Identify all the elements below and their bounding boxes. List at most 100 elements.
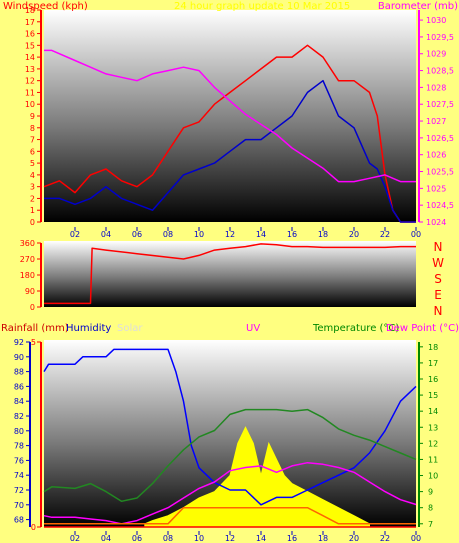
rain-tick-label: 0 (31, 523, 36, 532)
humidity-tick-label: 76 (14, 456, 24, 465)
barometer-tick-label: 1027 (426, 117, 446, 126)
climate-series-1-line (43, 408, 417, 503)
windspeed-tick-label: 7 (30, 136, 35, 145)
climate-hour-tick-label: 14 (256, 534, 266, 543)
barometer-axis-label: Barometer (mb) (378, 1, 458, 12)
compass-label: N (434, 240, 443, 254)
barometer-tick-label: 1025,5 (426, 168, 454, 177)
barometer-tick-label: 1029,5 (426, 33, 454, 42)
climate-hour-tick-label: 04 (101, 534, 111, 543)
windspeed-tick-label: 10 (25, 100, 35, 109)
climate-series-3-area (144, 426, 370, 528)
barometer-tick-label: 1026,5 (426, 134, 454, 143)
windspeed-tick-label: 1 (30, 206, 35, 215)
humidity-tick-label: 82 (14, 412, 24, 421)
windspeed-tick-label: 9 (30, 112, 35, 121)
temperature-tick-label: 16 (428, 375, 438, 384)
windspeed-tick-label: 14 (25, 53, 35, 62)
wind-hour-tick-label: 04 (101, 230, 111, 239)
windspeed-tick-label: 16 (25, 30, 35, 39)
compass-label: W (432, 256, 444, 270)
rain-tick-label: 5 (31, 338, 36, 347)
uv-axis-label: UV (246, 323, 260, 334)
temperature-tick-label: 15 (428, 391, 438, 400)
solar-axis-label: Solar (117, 323, 143, 334)
windspeed-tick-label: 5 (30, 159, 35, 168)
humidity-tick-label: 88 (14, 368, 24, 377)
humidity-tick-label: 74 (14, 471, 24, 480)
direction-tick-label: 90 (25, 287, 35, 296)
compass-label: E (434, 288, 442, 302)
windspeed-tick-label: 15 (25, 41, 35, 50)
climate-series-4-line (44, 506, 416, 525)
temperature-tick-label: 7 (428, 520, 433, 529)
humidity-tick-label: 92 (14, 338, 24, 347)
barometer-tick-label: 1024,5 (426, 201, 454, 210)
climate-hour-tick-label: 20 (349, 534, 359, 543)
humidity-tick-label: 70 (14, 501, 24, 510)
barometer-tick-label: 1027,5 (426, 100, 454, 109)
windspeed-tick-label: 8 (30, 124, 35, 133)
temperature-axis-label: Temperature (°C) (312, 323, 399, 334)
barometer-tick-label: 1024 (426, 218, 446, 227)
climate-hour-tick-label: 18 (318, 534, 328, 543)
direction-tick-label: 360 (20, 239, 35, 248)
humidity-axis-label: Humidity (66, 323, 111, 334)
climate-hour-tick-label: 08 (163, 534, 173, 543)
humidity-tick-label: 72 (14, 486, 24, 495)
windspeed-tick-label: 18 (25, 6, 35, 15)
barometer-tick-label: 1025 (426, 184, 446, 193)
windspeed-tick-label: 3 (30, 183, 35, 192)
wind-series-0-line (43, 44, 416, 223)
windspeed-tick-label: 13 (25, 65, 35, 74)
direction-tick-label: 270 (20, 255, 35, 264)
climate-hour-tick-label: 10 (194, 534, 204, 543)
wind-hour-tick-label: 02 (70, 230, 80, 239)
wind-hour-tick-label: 12 (225, 230, 235, 239)
wind-panel-background (44, 10, 416, 222)
climate-hour-tick-label: 12 (225, 534, 235, 543)
climate-hour-tick-label: 00 (411, 534, 421, 543)
barometer-tick-label: 1028,5 (426, 67, 454, 76)
climate-series-2-line (43, 461, 417, 525)
wind-series-2-line (44, 49, 416, 183)
temperature-tick-label: 18 (428, 343, 438, 352)
temperature-tick-label: 10 (428, 472, 438, 481)
wind-hour-tick-label: 14 (256, 230, 266, 239)
compass-label: S (434, 272, 442, 286)
series-layer (43, 44, 417, 528)
humidity-tick-label: 84 (14, 397, 24, 406)
wind-series-1-line (44, 79, 416, 223)
windspeed-tick-label: 12 (25, 77, 35, 86)
wind-hour-tick-label: 18 (318, 230, 328, 239)
humidity-tick-label: 78 (14, 442, 24, 451)
windspeed-tick-label: 6 (30, 147, 35, 156)
windspeed-tick-label: 2 (30, 194, 35, 203)
direction-panel-background (44, 241, 416, 307)
dewpoint-axis-label: Dew Point (°C) (386, 323, 459, 334)
climate-hour-tick-label: 16 (287, 534, 297, 543)
windspeed-tick-label: 0 (30, 218, 35, 227)
barometer-tick-label: 1026 (426, 151, 446, 160)
climate-hour-tick-label: 06 (132, 534, 142, 543)
temperature-tick-label: 11 (428, 455, 438, 464)
direction-tick-label: 0 (30, 303, 35, 312)
windspeed-axis-label: Windspeed (kph) (3, 1, 88, 12)
rainfall-axis-label: Rainfall (mm) (1, 323, 69, 334)
temperature-tick-label: 13 (428, 423, 438, 432)
wind-hour-tick-label: 10 (194, 230, 204, 239)
wind-panel-ticks: 012345678910111213141516171810241024,510… (25, 6, 454, 239)
climate-panel-ticks: 6870727476788082848688909205789101112131… (14, 338, 438, 543)
temperature-tick-label: 9 (428, 488, 433, 497)
humidity-tick-label: 86 (14, 382, 24, 391)
wind-hour-tick-label: 00 (411, 230, 421, 239)
direction-tick-label: 180 (20, 271, 35, 280)
wind-hour-tick-label: 08 (163, 230, 173, 239)
humidity-tick-label: 90 (14, 353, 24, 362)
windspeed-tick-label: 17 (25, 18, 35, 27)
humidity-tick-label: 80 (14, 427, 24, 436)
wind-hour-tick-label: 16 (287, 230, 297, 239)
wind-hour-tick-label: 06 (132, 230, 142, 239)
